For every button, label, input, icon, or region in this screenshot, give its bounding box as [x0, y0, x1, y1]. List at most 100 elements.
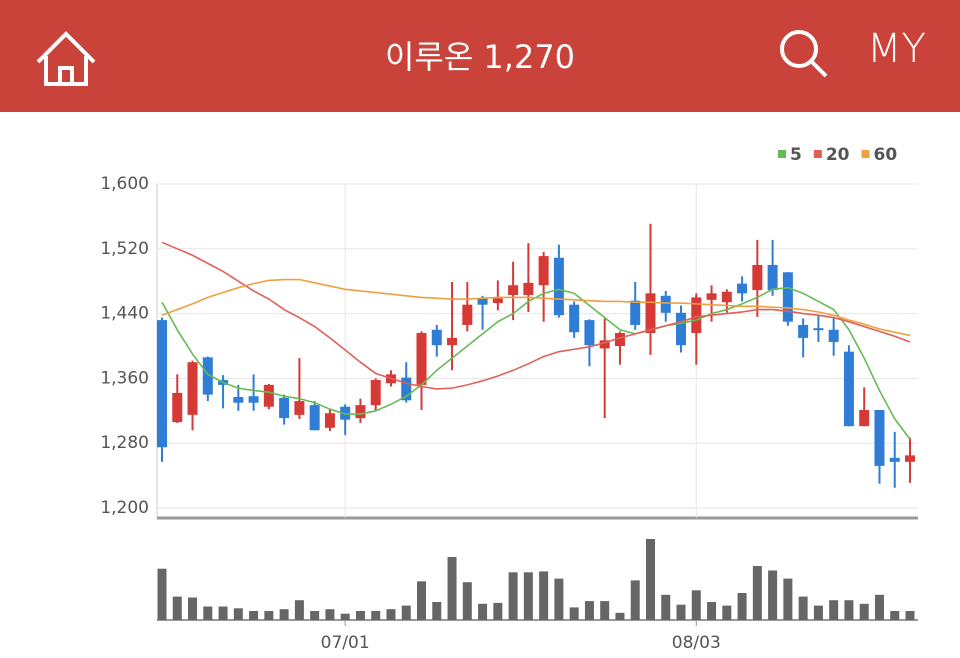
candle-body: [294, 401, 305, 415]
candle-body: [859, 409, 870, 427]
candle-body: [523, 282, 534, 295]
volume-bar: [401, 605, 411, 620]
volume-bar: [600, 601, 610, 620]
volume-bar: [813, 605, 823, 620]
legend-swatch: [813, 150, 822, 158]
moving-average-line: [161, 278, 911, 337]
volume-bar: [279, 609, 289, 620]
candle-body: [630, 300, 641, 325]
volume-bar: [676, 604, 686, 620]
candle-body: [614, 333, 625, 346]
candle-body: [248, 396, 259, 403]
volume-bar: [249, 611, 259, 620]
volume-bar: [569, 607, 579, 620]
y-tick-label: 1,360: [100, 368, 149, 388]
candle-body: [492, 298, 503, 304]
volume-bar: [172, 596, 182, 620]
candle-body: [782, 272, 793, 322]
candle-body: [508, 285, 519, 295]
volume-bar: [905, 611, 915, 620]
candle-body: [401, 377, 412, 401]
search-icon[interactable]: [776, 26, 832, 82]
volume-bar: [478, 603, 488, 620]
candle-body: [843, 351, 854, 427]
moving-average-line: [161, 241, 911, 390]
y-tick-label: 1,440: [100, 304, 149, 324]
candle-body: [233, 397, 244, 403]
volume-bar: [188, 597, 198, 620]
candle-body: [828, 329, 839, 342]
candle-body: [202, 357, 213, 395]
volume-bar: [447, 557, 457, 620]
candle-body: [798, 324, 809, 338]
volume-bar: [554, 578, 564, 620]
volume-bar: [355, 611, 365, 620]
volume-bar: [157, 568, 167, 620]
legend-label: 5: [790, 145, 802, 165]
volume-bar: [722, 605, 732, 620]
volume-bar: [493, 602, 503, 620]
candle-body: [538, 256, 549, 286]
volume-bar: [615, 612, 625, 620]
volume-bar: [737, 593, 747, 620]
moving-average-line: [161, 286, 911, 440]
volume-bar: [829, 600, 839, 620]
x-tick-label: 07/01: [321, 633, 370, 653]
volume-bar: [783, 578, 793, 620]
candle-body: [553, 257, 564, 316]
candle-body: [462, 304, 473, 325]
candle-body: [660, 295, 671, 313]
chart: 1,200 1,280 1,360 1,440 1,520 1,600 07/01 08/03…: [100, 145, 918, 653]
volume-bar: [233, 608, 243, 620]
candle-body: [889, 457, 900, 462]
volume-bar: [294, 600, 304, 620]
legend-swatch: [861, 150, 870, 158]
volume-bar: [707, 602, 717, 620]
x-tick-label: 08/03: [672, 633, 721, 653]
candle-body: [721, 291, 732, 303]
candle-body: [187, 362, 198, 415]
candle-body: [737, 283, 748, 294]
candle-body: [706, 293, 717, 300]
volume-bar: [752, 566, 762, 620]
my-button[interactable]: MY: [867, 26, 926, 72]
y-tick-label: 1,520: [100, 239, 149, 259]
volume-bar: [798, 596, 808, 620]
candle-body: [447, 337, 458, 346]
candle-body: [676, 312, 687, 346]
volume-bar: [661, 594, 671, 620]
candle-body: [263, 384, 274, 407]
candle-body: [477, 298, 488, 305]
legend-swatch: [778, 150, 786, 158]
candle-body: [599, 340, 610, 349]
volume-bar: [584, 601, 594, 620]
candle-body: [279, 397, 290, 419]
candle-body: [645, 293, 656, 334]
volume-bar: [386, 609, 396, 620]
volume-bar: [417, 581, 427, 620]
volume-bar: [645, 539, 655, 620]
y-tick-label: 1,280: [100, 433, 149, 453]
candle-body: [355, 405, 366, 419]
volume-bar: [325, 609, 335, 620]
candle-body: [370, 380, 381, 406]
candle-body: [691, 297, 702, 334]
volume-bar: [310, 611, 320, 620]
volume-bar: [523, 572, 533, 620]
header-title: 이루온 1,270: [384, 38, 576, 76]
volume-bar: [539, 571, 549, 620]
candle-body: [767, 265, 778, 291]
volume-bar: [691, 590, 701, 620]
home-icon[interactable]: [34, 24, 104, 94]
candle-body: [874, 409, 885, 466]
candle-body: [813, 328, 824, 331]
volume-bar: [874, 594, 884, 620]
candle-body: [309, 405, 320, 431]
volume-bar: [264, 611, 274, 620]
candle-body: [324, 413, 335, 428]
candle-body: [172, 392, 183, 423]
candle-body: [416, 333, 427, 385]
volume-bar: [508, 572, 518, 620]
legend-label: 60: [874, 145, 898, 165]
